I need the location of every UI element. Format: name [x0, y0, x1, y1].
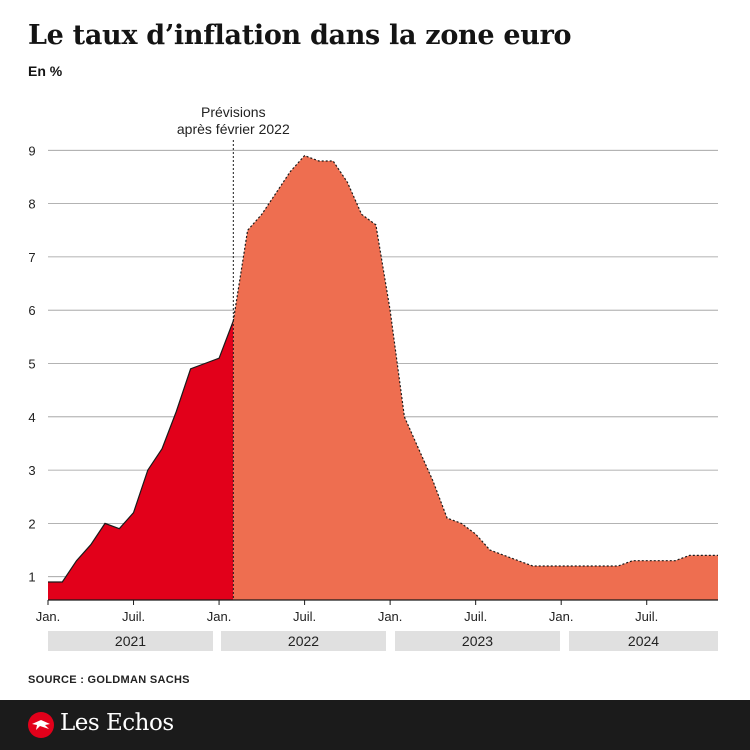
forecast-line — [232, 154, 718, 567]
x-tick-label: Jan. — [549, 609, 574, 624]
source-note: SOURCE : GOLDMAN SACHS — [28, 674, 190, 686]
observed-area — [48, 320, 234, 600]
x-tick-label: Jan. — [378, 609, 403, 624]
y-tick-label: 6 — [28, 303, 35, 318]
les-echos-logo-icon — [28, 712, 54, 738]
x-tick-label: Jan. — [207, 609, 232, 624]
axis-layer: 1 2 3 4 5 6 7 8 9 Jan. Juil. Jan. Juil. Jan. Juil. Jan.… — [28, 143, 718, 624]
y-tick-label: 4 — [28, 410, 35, 425]
inflation-area-chart: 1 2 3 4 5 6 7 8 9 Jan. Juil. Jan. Juil. Jan. Juil. Jan.… — [28, 104, 719, 651]
y-tick-label: 7 — [28, 250, 35, 265]
observed-line — [48, 320, 234, 583]
footer-bar — [0, 700, 750, 750]
year-band-2024 — [569, 631, 718, 651]
x-tick-label: Juil. — [635, 609, 658, 624]
chart-title: Le taux d’inflation dans la zone euro — [28, 20, 572, 51]
year-label: 2022 — [288, 633, 319, 649]
year-label: 2021 — [115, 633, 146, 649]
forecast-area — [233, 155, 719, 600]
y-axis-unit: En % — [28, 63, 63, 79]
year-band-2022 — [221, 631, 386, 651]
y-tick-label: 1 — [28, 570, 35, 585]
year-band-2021 — [48, 631, 213, 651]
y-tick-label: 9 — [28, 143, 35, 158]
forecast-annotation-line1: Prévisions — [201, 104, 266, 120]
x-tick-label: Jan. — [36, 609, 61, 624]
y-tick-label: 3 — [28, 463, 35, 478]
x-tick-label: Juil. — [293, 609, 316, 624]
x-tick-label: Juil. — [464, 609, 487, 624]
area-layer — [48, 154, 719, 600]
y-tick-label: 2 — [28, 516, 35, 531]
x-tick-label: Juil. — [122, 609, 145, 624]
y-tick-label: 5 — [28, 357, 35, 372]
year-label: 2023 — [462, 633, 493, 649]
year-label: 2024 — [628, 633, 659, 649]
year-band-2023 — [395, 631, 560, 651]
year-band-layer: 2021 2022 2023 2024 — [48, 631, 718, 651]
les-echos-logo-text: Les Echos — [60, 710, 174, 736]
y-tick-label: 8 — [28, 197, 35, 212]
forecast-annotation-line2: après février 2022 — [177, 121, 290, 137]
